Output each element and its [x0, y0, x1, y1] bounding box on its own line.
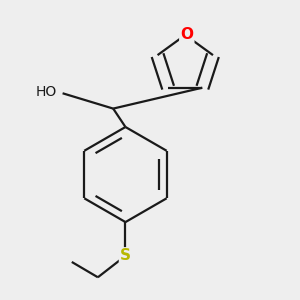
- Text: HO: HO: [35, 85, 56, 99]
- Text: O: O: [180, 28, 193, 43]
- Text: S: S: [120, 248, 131, 263]
